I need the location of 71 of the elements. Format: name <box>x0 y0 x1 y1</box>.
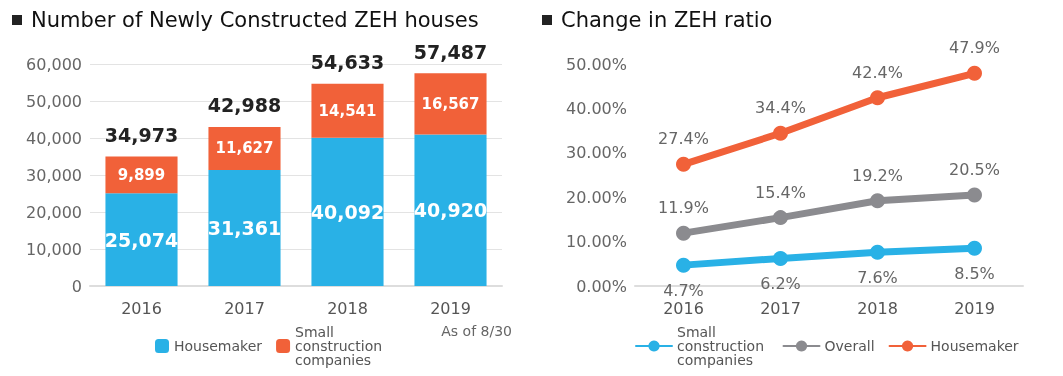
data-label: 34.4% <box>755 98 806 118</box>
y-tick-label: 30.00% <box>565 143 627 163</box>
total-label: 57,487 <box>413 40 488 63</box>
y-tick-label: 50,000 <box>26 91 82 111</box>
point <box>967 65 982 81</box>
data-label: 27.4% <box>658 129 709 149</box>
chart-title: Change in ZEH ratio <box>561 8 773 32</box>
bar <box>105 193 178 286</box>
point <box>676 225 691 241</box>
point <box>870 193 885 209</box>
data-label: 8.5% <box>954 264 995 284</box>
y-tick-label: 60,000 <box>26 54 82 74</box>
legend-label: Small construction companies <box>295 324 387 368</box>
x-tick-label: 2017 <box>760 298 801 318</box>
data-label: 31,361 <box>207 216 282 239</box>
y-tick-label: 20,000 <box>26 202 82 222</box>
data-label: 25,074 <box>104 228 179 251</box>
point <box>870 244 885 260</box>
point <box>773 210 788 226</box>
point <box>870 90 885 106</box>
y-tick-label: 20.00% <box>565 187 627 207</box>
point <box>967 187 982 203</box>
y-tick-label: 10,000 <box>26 239 82 259</box>
data-label: 19.2% <box>852 165 903 185</box>
total-label: 54,633 <box>310 51 385 74</box>
data-label: 14,541 <box>318 101 377 120</box>
y-tick-label: 40.00% <box>565 98 627 118</box>
point <box>676 257 691 273</box>
y-tick-label: 0 <box>71 276 82 296</box>
data-label: 11.9% <box>658 198 709 218</box>
data-label: 40,920 <box>413 199 488 222</box>
y-tick-label: 0.00% <box>576 276 627 296</box>
legend-label: Small construction companies <box>677 324 769 368</box>
x-tick-label: 2017 <box>224 298 265 318</box>
data-label: 16,567 <box>421 94 480 113</box>
legend-label: Overall <box>824 338 875 354</box>
point <box>773 250 788 266</box>
bar <box>311 83 384 138</box>
data-label: 42.4% <box>852 62 903 82</box>
data-label: 15.4% <box>755 182 806 202</box>
bar <box>311 137 384 286</box>
data-label: 47.9% <box>949 38 1000 58</box>
data-label: 40,092 <box>310 200 385 223</box>
data-label: 20.5% <box>949 159 1000 179</box>
bar <box>208 169 281 286</box>
y-tick-label: 10.00% <box>565 232 627 252</box>
y-tick-label: 40,000 <box>26 128 82 148</box>
data-label: 11,627 <box>215 139 274 158</box>
data-label: 6.2% <box>760 274 801 294</box>
x-tick-label: 2018 <box>327 298 368 318</box>
x-tick-label: 2019 <box>954 298 995 318</box>
x-tick-label: 2016 <box>663 298 704 318</box>
legend-label: Housemaker <box>930 338 1019 354</box>
total-label: 42,988 <box>207 94 282 117</box>
data-label: 4.7% <box>663 281 704 301</box>
y-tick-label: 50.00% <box>565 54 627 74</box>
bar <box>414 73 487 135</box>
x-tick-label: 2018 <box>857 298 898 318</box>
point <box>967 240 982 256</box>
point <box>676 156 691 172</box>
total-label: 34,973 <box>104 124 179 147</box>
x-tick-label: 2016 <box>121 298 162 318</box>
y-tick-label: 30,000 <box>26 165 82 185</box>
legend-label: Housemaker <box>174 338 263 354</box>
data-label: 9,899 <box>117 165 166 184</box>
point <box>773 125 788 141</box>
x-tick-label: 2019 <box>430 298 471 318</box>
data-label: 7.6% <box>857 268 898 288</box>
chart-title: Number of Newly Constructed ZEH houses <box>31 8 479 32</box>
text: As of 8/30 <box>441 323 513 339</box>
bar <box>414 134 487 286</box>
